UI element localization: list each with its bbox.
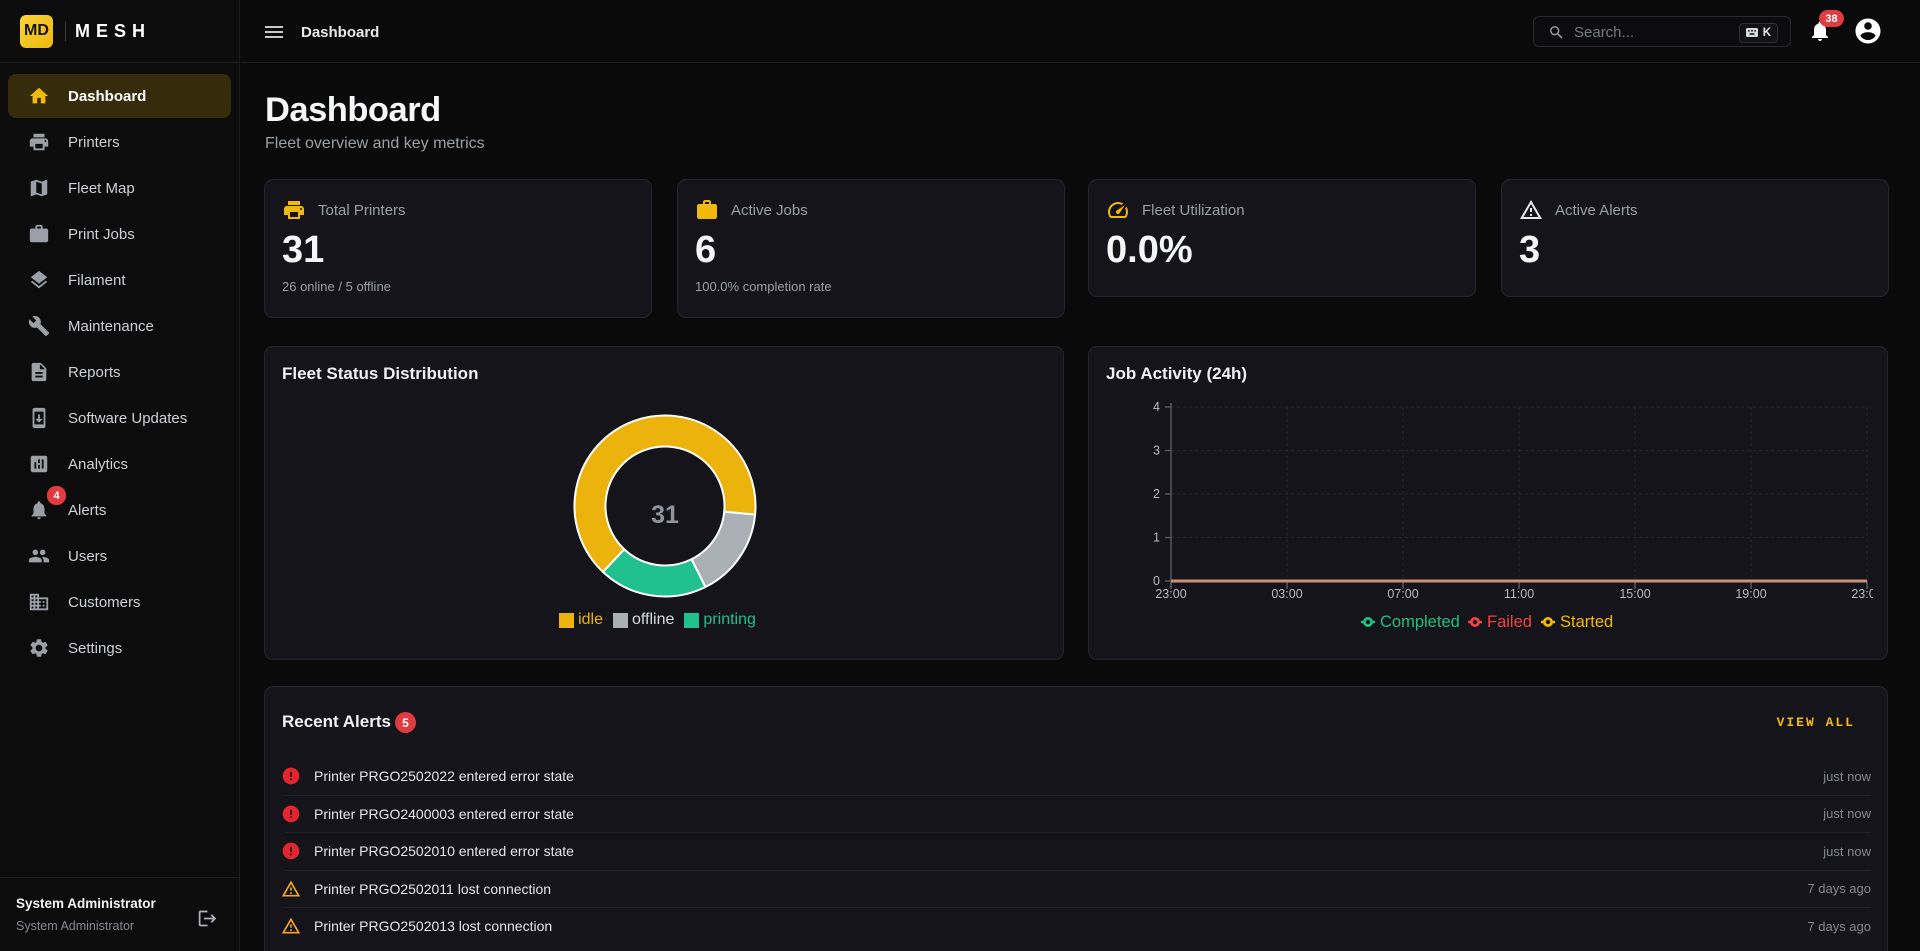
svg-text:31: 31 bbox=[651, 501, 679, 529]
svg-text:23:00: 23:00 bbox=[1851, 587, 1873, 601]
svg-text:Failed: Failed bbox=[1487, 613, 1532, 631]
svg-text:2: 2 bbox=[1153, 487, 1160, 501]
svg-text:1: 1 bbox=[1153, 531, 1160, 545]
svg-text:19:00: 19:00 bbox=[1735, 587, 1766, 601]
svg-text:03:00: 03:00 bbox=[1271, 587, 1302, 601]
svg-text:Started: Started bbox=[1560, 613, 1613, 631]
svg-text:07:00: 07:00 bbox=[1387, 587, 1418, 601]
svg-text:0: 0 bbox=[1153, 574, 1160, 588]
svg-text:Completed: Completed bbox=[1380, 613, 1460, 631]
svg-text:15:00: 15:00 bbox=[1619, 587, 1650, 601]
svg-text:3: 3 bbox=[1153, 444, 1160, 458]
svg-text:4: 4 bbox=[1153, 400, 1160, 414]
svg-text:11:00: 11:00 bbox=[1504, 587, 1534, 601]
svg-text:23:00: 23:00 bbox=[1155, 587, 1186, 601]
